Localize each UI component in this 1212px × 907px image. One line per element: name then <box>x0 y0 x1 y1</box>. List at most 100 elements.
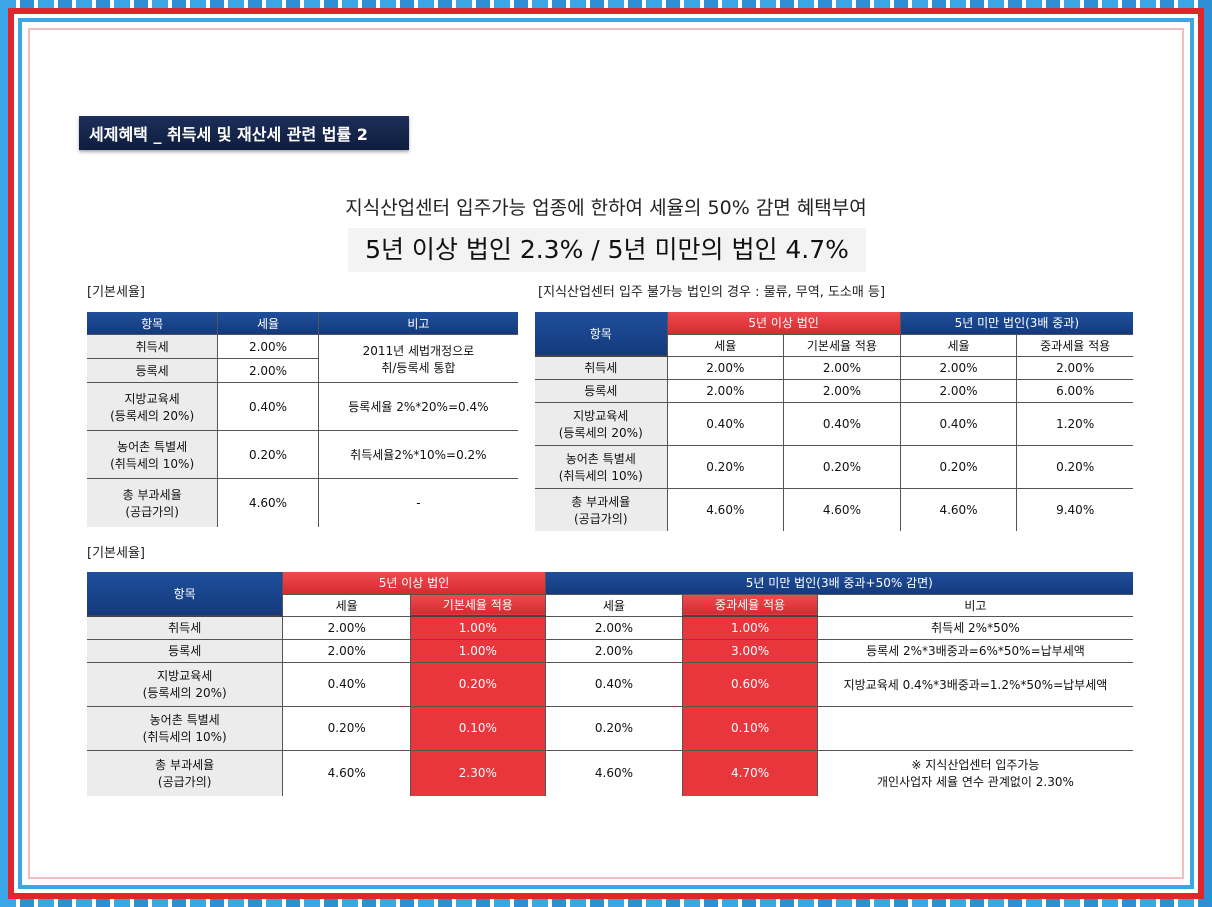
t3-footnote-line2: 개인사업자 세율 연수 관계없이 2.30% <box>876 775 1074 790</box>
table-row: 지방교육세 (등록세의 20%) 0.40% 등록세율 2%*20%=0.4% <box>87 382 518 431</box>
t3-note: 등록세 2%*3배중과=6%*50%=납부세액 <box>816 639 1133 663</box>
t2-cell: 9.40% <box>1016 488 1133 531</box>
t2-sub-rate2: 세율 <box>899 334 1017 357</box>
t3-item: 농어촌 특별세 (취득세의 10%) <box>87 706 283 751</box>
t3-cell-highlight: 0.60% <box>682 662 818 707</box>
t1-merged-note: 2011년 세법개정으로 취/등록세 통합 <box>317 334 518 383</box>
t3-note: 지방교육세 0.4%*3배중과=1.2%*50%=납부세액 <box>816 662 1133 707</box>
t1-item: 등록세 <box>87 358 218 383</box>
t3-item-line2: (취득세의 10%) <box>142 730 227 744</box>
t3-cell: 2.00% <box>544 616 683 640</box>
t3-cell: 2.00% <box>544 639 683 663</box>
t3-item-line2: (등록세의 20%) <box>142 686 227 700</box>
t2-item-line1: 농어촌 특별세 <box>565 451 636 466</box>
t3-cell-highlight: 2.30% <box>410 750 546 796</box>
table-row: 지방교육세 (등록세의 20%) 0.40% 0.20% 0.40% 0.60%… <box>87 662 1133 707</box>
t2-item-line2: (등록세의 20%) <box>558 425 643 440</box>
t3-cell-highlight: 0.20% <box>410 662 546 707</box>
t2-item-line2: (취득세의 10%) <box>558 468 643 483</box>
t2-cell: 2.00% <box>783 356 901 380</box>
table-row: 총 부과세율 (공급가의) 4.60% 4.60% 4.60% 9.40% <box>535 488 1133 531</box>
t1-item: 농어촌 특별세 (취득세의 10%) <box>87 430 218 479</box>
t3-item-line2: (공급가의) <box>157 775 212 790</box>
table1-label: [기본세율] <box>87 285 145 300</box>
t3-cell: 4.60% <box>544 750 683 796</box>
t2-cell: 4.60% <box>666 488 784 531</box>
t1-merged-note-line1: 2011년 세법개정으로 <box>362 343 475 358</box>
t2-cell: 2.00% <box>1016 356 1133 380</box>
t3-cell-highlight: 3.00% <box>682 639 818 663</box>
t3-cell-highlight: 4.70% <box>682 750 818 796</box>
t1-item: 취득세 <box>87 334 218 359</box>
t2-cell: 4.60% <box>899 488 1017 531</box>
t2-cell: 2.00% <box>899 356 1017 380</box>
t3-note <box>816 706 1133 751</box>
t2-header-item: 항목 <box>535 312 667 357</box>
t2-cell: 2.00% <box>666 379 784 403</box>
t3-item: 총 부과세율 (공급가의) <box>87 750 283 796</box>
t1-note: - <box>317 478 518 527</box>
t2-sub-basic: 기본세율 적용 <box>783 334 901 357</box>
t3-cell-highlight: 0.10% <box>682 706 818 751</box>
t3-sub-note: 비고 <box>816 594 1133 617</box>
t2-sub-heavy: 중과세율 적용 <box>1016 334 1133 357</box>
t1-merged-note-line2: 취/등록세 통합 <box>381 360 456 375</box>
t3-header-group1: 5년 이상 법인 <box>282 572 546 595</box>
t3-header-group2: 5년 미만 법인(3배 중과+50% 감면) <box>544 572 1133 595</box>
t1-rate: 2.00% <box>217 334 319 359</box>
t2-cell: 0.40% <box>666 402 784 446</box>
t3-header-item: 항목 <box>87 572 283 617</box>
t1-header-item: 항목 <box>87 312 218 335</box>
t3-item-line1: 지방교육세 <box>157 669 213 683</box>
table2-label: [지식산업센터 입주 불가능 법인의 경우 : 물류, 무역, 도소매 등] <box>538 285 886 300</box>
t3-sub-rate: 세율 <box>282 594 411 617</box>
t1-rate: 0.20% <box>217 430 319 479</box>
t3-cell: 0.40% <box>282 662 411 707</box>
t1-item: 총 부과세율 (공급가의) <box>87 478 218 527</box>
table-row: 취득세 2.00% 2.00% 2.00% 2.00% <box>535 356 1133 380</box>
t3-cell: 0.20% <box>544 706 683 751</box>
t3-sub-heavy: 중과세율 적용 <box>682 594 818 617</box>
t2-item-line2: (공급가의) <box>573 511 628 526</box>
t2-item-line1: 총 부과세율 <box>571 494 631 509</box>
t2-cell: 0.20% <box>666 445 784 489</box>
t2-cell: 0.20% <box>899 445 1017 489</box>
t2-cell: 0.40% <box>899 402 1017 446</box>
t2-item: 농어촌 특별세 (취득세의 10%) <box>535 445 667 489</box>
t2-item: 지방교육세 (등록세의 20%) <box>535 402 667 446</box>
t1-item-line2: (등록세의 20%) <box>110 408 195 423</box>
t2-cell: 0.40% <box>783 402 901 446</box>
t2-sub-rate: 세율 <box>666 334 784 357</box>
t3-note: 취득세 2%*50% <box>816 616 1133 640</box>
table-row: 농어촌 특별세 (취득세의 10%) 0.20% 0.20% 0.20% 0.2… <box>535 445 1133 489</box>
table-row: 지방교육세 (등록세의 20%) 0.40% 0.40% 0.40% 1.20% <box>535 402 1133 446</box>
table-row: 등록세 2.00% 2.00% 2.00% 6.00% <box>535 379 1133 403</box>
frame-dots-right <box>1182 26 1192 881</box>
t3-cell: 0.20% <box>282 706 411 751</box>
table-row: 등록세 2.00% 1.00% 2.00% 3.00% 등록세 2%*3배중과=… <box>87 639 1133 663</box>
t2-cell: 2.00% <box>899 379 1017 403</box>
t2-cell: 4.60% <box>783 488 901 531</box>
t3-cell-highlight: 1.00% <box>410 616 546 640</box>
t2-cell: 2.00% <box>666 356 784 380</box>
t2-item: 등록세 <box>535 379 667 403</box>
t3-item-line1: 농어촌 특별세 <box>149 713 220 727</box>
t1-rate: 2.00% <box>217 358 319 383</box>
table3-label: [기본세율] <box>87 546 145 561</box>
t1-rate: 0.40% <box>217 382 319 431</box>
t1-header-rate: 세율 <box>217 312 319 335</box>
t3-cell: 4.60% <box>282 750 411 796</box>
t2-item: 취득세 <box>535 356 667 380</box>
t3-item-line1: 총 부과세율 <box>155 758 215 773</box>
basic-rate-table: 항목 세율 비고 취득세 2.00% 2011년 세법개정으로 취/등록세 통합… <box>87 312 518 527</box>
t1-note: 취득세율2%*10%=0.2% <box>317 430 518 479</box>
t3-item: 등록세 <box>87 639 283 663</box>
frame-dots-bottom <box>26 877 1186 887</box>
t1-header-note: 비고 <box>317 312 518 335</box>
surcharge-rate-table: 항목 5년 이상 법인 5년 미만 법인(3배 중과) 세율 기본세율 적용 세… <box>535 312 1133 531</box>
t1-item: 지방교육세 (등록세의 20%) <box>87 382 218 431</box>
t2-item-line1: 지방교육세 <box>573 408 629 423</box>
t3-item: 취득세 <box>87 616 283 640</box>
table-row: 농어촌 특별세 (취득세의 10%) 0.20% 취득세율2%*10%=0.2% <box>87 430 518 479</box>
t1-item-line2: (취득세의 10%) <box>110 456 195 471</box>
